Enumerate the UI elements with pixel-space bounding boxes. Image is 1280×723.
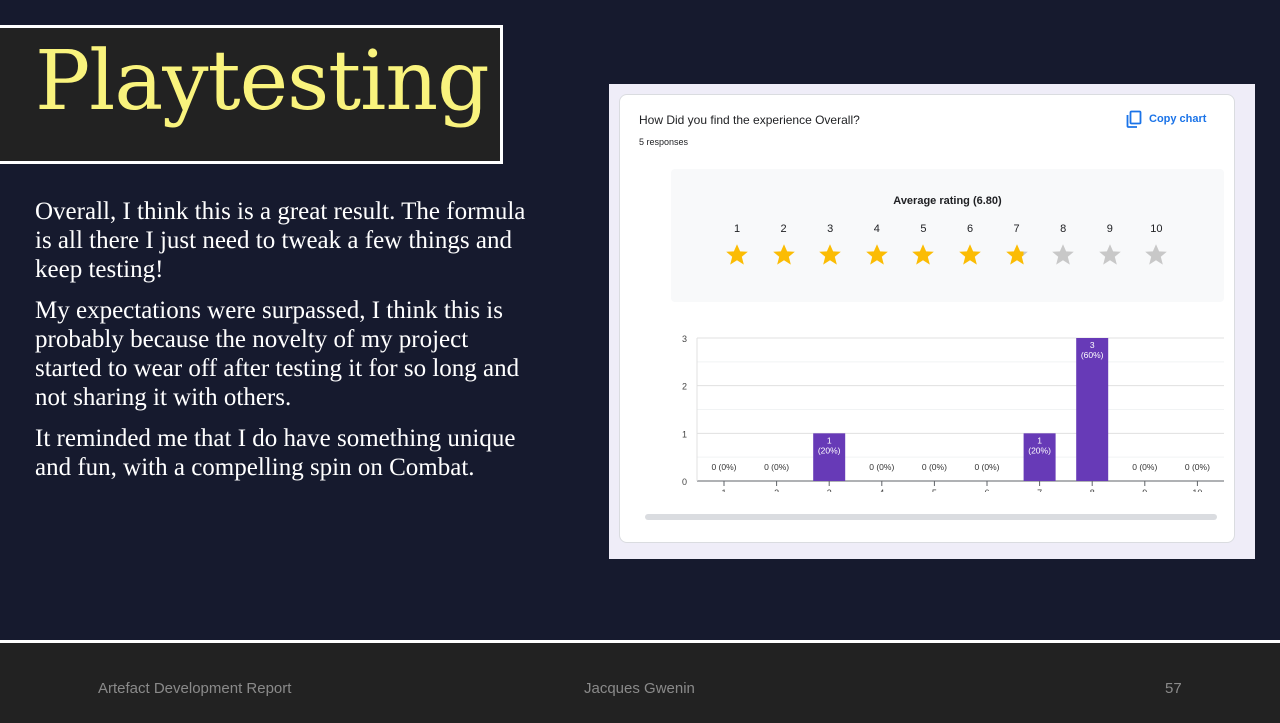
- copy-icon: [1126, 110, 1142, 128]
- star-label: 10: [1150, 223, 1163, 235]
- x-tick-label: 7: [1037, 488, 1042, 492]
- x-tick-label: 3: [827, 488, 832, 492]
- response-count: 5 responses: [639, 137, 689, 147]
- star-icon: [908, 243, 938, 267]
- title-box: Playtesting: [0, 25, 503, 164]
- star-label: 7: [1013, 223, 1020, 235]
- star-label: 2: [780, 223, 787, 235]
- data-label: 3: [1090, 340, 1095, 350]
- star-icon: [1095, 243, 1125, 267]
- star-5: 5: [908, 223, 938, 267]
- x-tick-label: 8: [1090, 488, 1095, 492]
- star-label: 9: [1106, 223, 1113, 235]
- y-tick-label: 3: [682, 334, 687, 344]
- data-label: 0 (0%): [974, 462, 999, 472]
- rating-bar-chart: 012310 (0%)20 (0%)31(20%)40 (0%)50 (0%)6…: [682, 334, 1224, 492]
- question-title: How Did you find the experience Overall?: [639, 113, 860, 127]
- data-label: 0 (0%): [1132, 462, 1157, 472]
- copy-chart-label: Copy chart: [1149, 113, 1207, 125]
- star-8: 8: [1048, 223, 1078, 267]
- data-label-percent: (60%): [1081, 350, 1104, 360]
- star-icon: [1002, 243, 1032, 267]
- paragraph-2: My expectations were surpassed, I think …: [35, 297, 520, 411]
- data-label: 0 (0%): [711, 462, 736, 472]
- star-icon: [815, 243, 845, 267]
- star-icon: [1048, 243, 1078, 267]
- star-label: 5: [920, 223, 927, 235]
- x-tick-label: 5: [932, 488, 937, 492]
- star-7: 7: [1002, 223, 1032, 267]
- x-tick-label: 10: [1192, 488, 1202, 492]
- star-4: 4: [862, 223, 892, 267]
- paragraph-1: Overall, I think this is a great result.…: [35, 198, 526, 283]
- x-tick-label: 2: [774, 488, 779, 492]
- star-icon: [862, 243, 892, 267]
- star-icon: [722, 243, 752, 267]
- horizontal-scrollbar[interactable]: [645, 514, 1217, 520]
- star-1: 1: [722, 223, 752, 267]
- slide-body: Overall, I think this is a great result.…: [35, 197, 535, 494]
- paragraph-3: It reminded me that I do have something …: [35, 425, 516, 481]
- response-card: How Did you find the experience Overall?…: [619, 94, 1235, 543]
- data-label-percent: (20%): [1028, 445, 1051, 455]
- bar-3: [813, 433, 846, 481]
- bar-8: [1076, 338, 1109, 481]
- star-2: 2: [769, 223, 799, 267]
- slide-title: Playtesting: [35, 34, 490, 129]
- star-9: 9: [1095, 223, 1125, 267]
- data-label: 0 (0%): [869, 462, 894, 472]
- x-tick-label: 4: [879, 488, 884, 492]
- data-label: 1: [1037, 435, 1042, 445]
- data-label: 1: [827, 435, 832, 445]
- data-label: 0 (0%): [922, 462, 947, 472]
- star-6: 6: [955, 223, 985, 267]
- star-label: 3: [827, 223, 834, 235]
- star-3: 3: [815, 223, 845, 267]
- x-tick-label: 1: [721, 488, 726, 492]
- data-label: 0 (0%): [764, 462, 789, 472]
- footer: Artefact Development Report Jacques Gwen…: [0, 640, 1280, 723]
- average-rating-label: Average rating (6.80): [893, 195, 1002, 207]
- star-label: 8: [1060, 223, 1067, 235]
- y-tick-label: 2: [682, 382, 687, 392]
- footer-report-name: Artefact Development Report: [98, 680, 292, 697]
- x-tick-label: 6: [984, 488, 989, 492]
- footer-author: Jacques Gwenin: [584, 680, 695, 697]
- form-screenshot: How Did you find the experience Overall?…: [609, 84, 1255, 559]
- x-tick-label: 9: [1142, 488, 1147, 492]
- star-icon: [769, 243, 799, 267]
- y-tick-label: 0: [682, 477, 687, 487]
- star-icon: [955, 243, 985, 267]
- average-rating-panel: Average rating (6.80) 1 2 3 4 5 6 7 8 9 10: [671, 169, 1224, 302]
- star-label: 4: [873, 223, 880, 235]
- star-10: 10: [1141, 223, 1171, 267]
- star-label: 1: [733, 223, 741, 235]
- data-label-percent: (20%): [818, 445, 841, 455]
- copy-chart-button[interactable]: Copy chart: [1126, 110, 1206, 128]
- data-label: 0 (0%): [1185, 462, 1210, 472]
- star-label: 6: [966, 223, 974, 235]
- bar-7: [1023, 433, 1056, 481]
- y-tick-label: 1: [682, 429, 687, 439]
- star-icon: [1141, 243, 1171, 267]
- footer-page-number: 57: [1165, 680, 1182, 697]
